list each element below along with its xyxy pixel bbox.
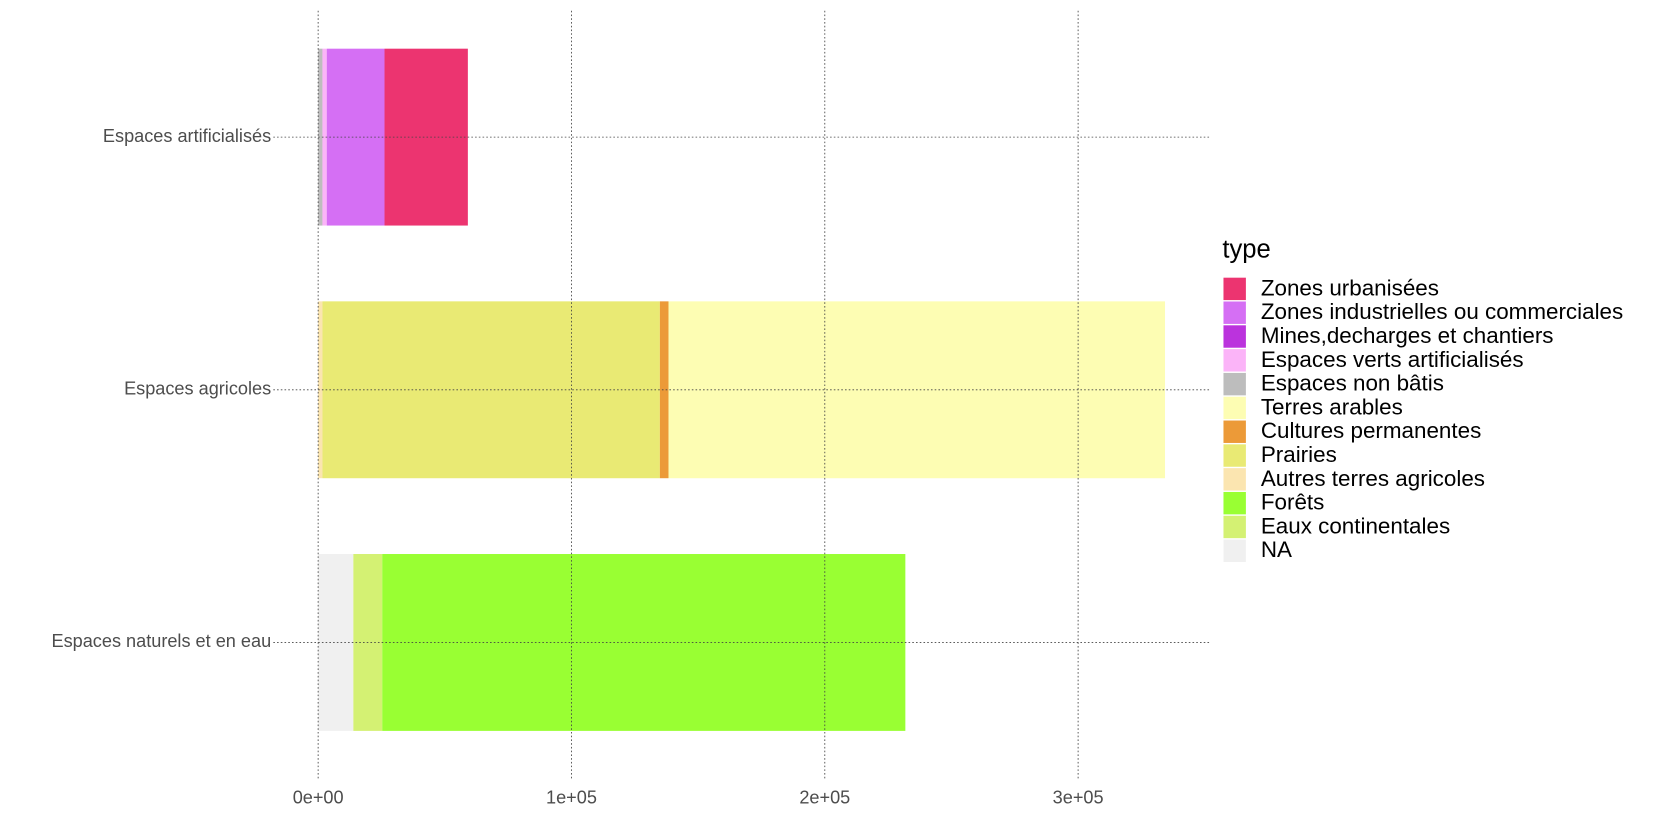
- y-tick-label: Espaces artificialisés: [103, 126, 271, 146]
- legend-key: [1223, 468, 1246, 491]
- legend-key: [1223, 491, 1246, 515]
- legend-label: NA: [1261, 537, 1292, 562]
- legend-key: [1223, 515, 1246, 539]
- legend-key: [1223, 444, 1246, 467]
- legend-key: [1223, 301, 1246, 324]
- legend-key: [1223, 349, 1246, 372]
- x-tick-label: 1e+05: [546, 787, 597, 807]
- legend-label: Eaux continentales: [1261, 513, 1450, 538]
- x-tick-label: 2e+05: [799, 787, 850, 807]
- bar-segment: [318, 301, 323, 479]
- legend-label: Cultures permanentes: [1261, 418, 1481, 443]
- legend-label: Espaces non bâtis: [1261, 371, 1444, 396]
- legend-key: [1223, 325, 1246, 348]
- bar-segment: [318, 48, 323, 226]
- legend-label: Espaces verts artificialisés: [1261, 347, 1524, 372]
- bar-segment: [659, 301, 669, 479]
- x-tick-label: 0e+00: [293, 787, 344, 807]
- legend-label: Autres terres agricoles: [1261, 466, 1485, 491]
- bar-segment: [322, 48, 327, 226]
- bars: [318, 48, 1166, 731]
- y-tick-label: Espaces naturels et en eau: [51, 631, 271, 651]
- bar-segment: [318, 554, 354, 731]
- legend-label: Zones urbanisées: [1261, 275, 1439, 300]
- legend-label: Zones industrielles ou commerciales: [1261, 299, 1623, 324]
- legend-title: type: [1222, 236, 1270, 264]
- legend-key: [1223, 396, 1246, 420]
- legend-key: [1223, 372, 1246, 396]
- y-tick-label: Espaces agricoles: [124, 379, 271, 399]
- legend-label: Terres arables: [1261, 394, 1403, 419]
- legend-key: [1223, 420, 1246, 443]
- legend-key: [1223, 539, 1246, 562]
- legend-label: Forêts: [1261, 490, 1325, 515]
- legend-label: Prairies: [1261, 442, 1337, 467]
- legend-key: [1223, 277, 1246, 301]
- legend-label: Mines,decharges et chantiers: [1261, 323, 1554, 348]
- x-tick-label: 3e+05: [1053, 787, 1104, 807]
